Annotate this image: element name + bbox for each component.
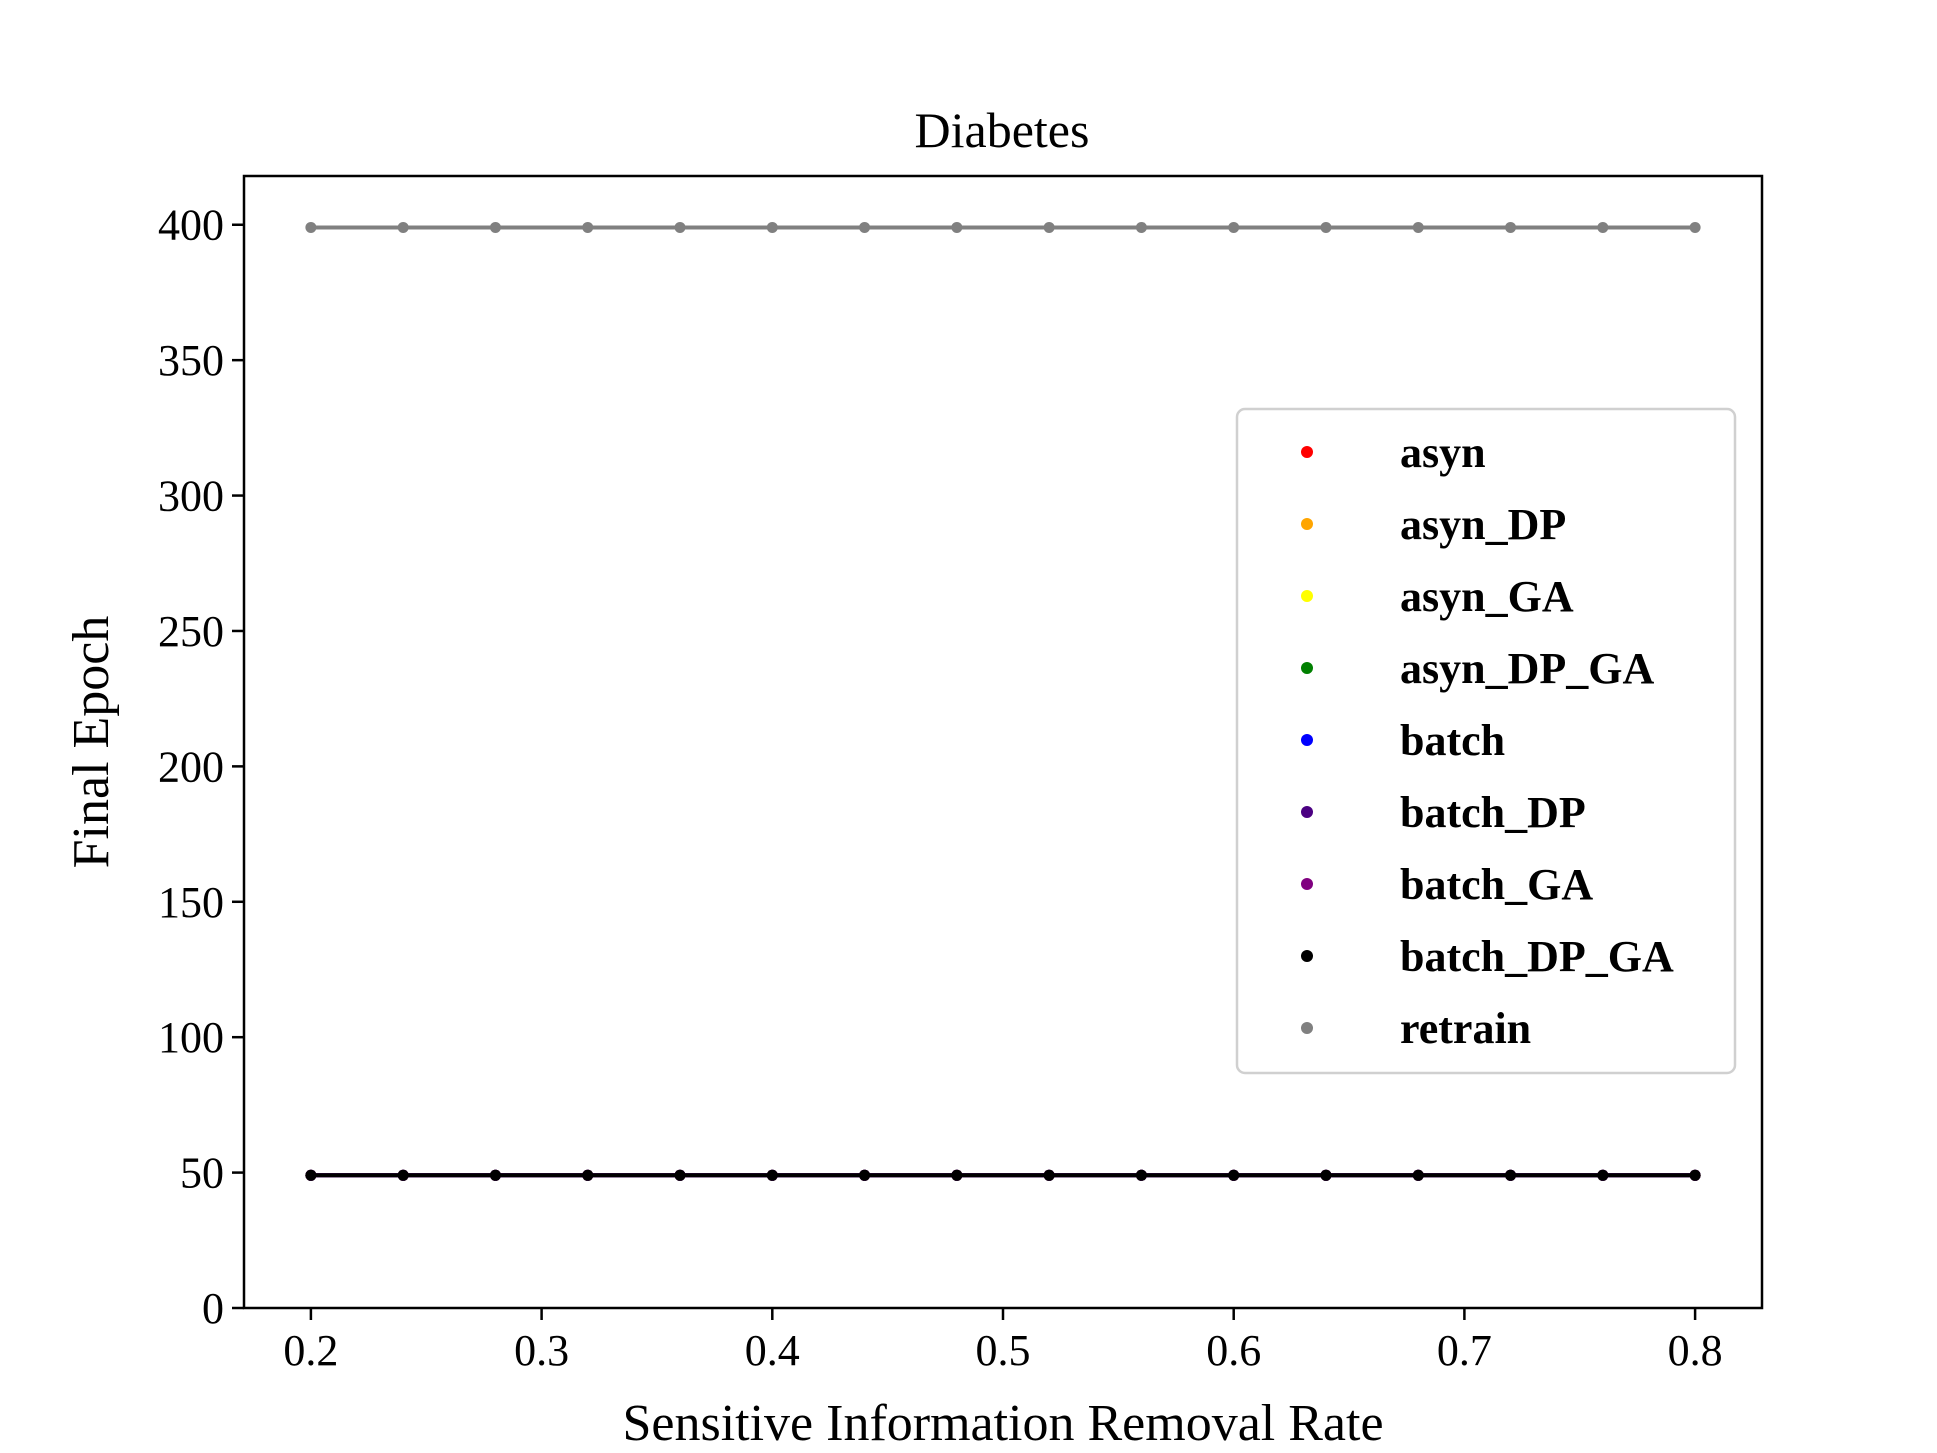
x-tick-label: 0.4 — [745, 1326, 800, 1375]
data-point-retrain — [1135, 221, 1147, 233]
data-point-retrain — [951, 221, 963, 233]
y-tick-label: 200 — [158, 742, 224, 791]
data-point-retrain — [305, 221, 317, 233]
data-point-retrain — [859, 221, 871, 233]
legend-label-batch_GA: batch_GA — [1400, 860, 1593, 909]
y-tick-label: 50 — [180, 1149, 224, 1198]
data-point-retrain — [397, 221, 409, 233]
data-point-batch_DP_GA — [1597, 1169, 1609, 1181]
data-point-batch_DP_GA — [489, 1169, 501, 1181]
legend-marker-batch_GA — [1301, 878, 1313, 890]
data-point-retrain — [1597, 221, 1609, 233]
data-point-retrain — [674, 221, 686, 233]
data-point-retrain — [1043, 221, 1055, 233]
series-layer — [305, 221, 1701, 1181]
x-tick-label: 0.7 — [1437, 1326, 1492, 1375]
data-point-retrain — [489, 221, 501, 233]
y-axis: 0 50 100 150 200 250 300 350 400 — [158, 201, 244, 1333]
y-tick-label: 300 — [158, 472, 224, 521]
data-point-batch_DP_GA — [766, 1169, 778, 1181]
legend-marker-batch — [1301, 734, 1313, 746]
legend-label-asyn: asyn — [1400, 428, 1486, 477]
data-point-batch_DP_GA — [305, 1169, 317, 1181]
legend-label-batch_DP: batch_DP — [1400, 788, 1586, 837]
legend-marker-batch_DP_GA — [1301, 950, 1313, 962]
y-tick-label: 400 — [158, 201, 224, 250]
chart-title: Diabetes — [915, 102, 1090, 158]
data-point-batch_DP_GA — [951, 1169, 963, 1181]
data-point-batch_DP_GA — [674, 1169, 686, 1181]
x-tick-label: 0.6 — [1206, 1326, 1261, 1375]
y-axis-label: Final Epoch — [63, 616, 120, 869]
y-tick-label: 150 — [158, 878, 224, 927]
data-point-retrain — [1689, 221, 1701, 233]
data-point-batch_DP_GA — [1228, 1169, 1240, 1181]
y-tick-label: 250 — [158, 607, 224, 656]
legend-label-retrain: retrain — [1400, 1004, 1531, 1053]
data-point-retrain — [1412, 221, 1424, 233]
data-point-batch_DP_GA — [582, 1169, 594, 1181]
x-tick-label: 0.2 — [283, 1326, 338, 1375]
x-tick-label: 0.5 — [976, 1326, 1031, 1375]
data-point-retrain — [1320, 221, 1332, 233]
data-point-retrain — [582, 221, 594, 233]
legend-label-asyn_GA: asyn_GA — [1400, 572, 1574, 621]
y-tick-label: 0 — [202, 1284, 224, 1333]
legend-label-asyn_DP_GA: asyn_DP_GA — [1400, 644, 1654, 693]
x-axis: 0.2 0.3 0.4 0.5 0.6 0.7 0.8 — [283, 1308, 1723, 1375]
legend-label-asyn_DP: asyn_DP — [1400, 500, 1566, 549]
data-point-batch_DP_GA — [1412, 1169, 1424, 1181]
data-point-retrain — [766, 221, 778, 233]
y-tick-label: 350 — [158, 336, 224, 385]
data-point-batch_DP_GA — [1320, 1169, 1332, 1181]
data-point-batch_DP_GA — [1505, 1169, 1517, 1181]
data-point-batch_DP_GA — [859, 1169, 871, 1181]
legend-marker-asyn_DP — [1301, 518, 1313, 530]
legend-marker-batch_DP — [1301, 806, 1313, 818]
x-tick-label: 0.8 — [1668, 1326, 1723, 1375]
x-tick-label: 0.3 — [514, 1326, 569, 1375]
data-point-retrain — [1228, 221, 1240, 233]
x-axis-label: Sensitive Information Removal Rate — [622, 1395, 1383, 1452]
legend-marker-asyn — [1301, 446, 1313, 458]
legend-label-batch_DP_GA: batch_DP_GA — [1400, 932, 1674, 981]
data-point-batch_DP_GA — [397, 1169, 409, 1181]
data-point-batch_DP_GA — [1689, 1169, 1701, 1181]
legend-label-batch: batch — [1400, 716, 1505, 765]
legend-marker-retrain — [1301, 1022, 1313, 1034]
legend-marker-asyn_GA — [1301, 590, 1313, 602]
data-point-batch_DP_GA — [1043, 1169, 1055, 1181]
data-point-batch_DP_GA — [1135, 1169, 1147, 1181]
data-point-retrain — [1505, 221, 1517, 233]
legend-box — [1235, 407, 1737, 1075]
y-tick-label: 100 — [158, 1013, 224, 1062]
legend-marker-asyn_DP_GA — [1301, 662, 1313, 674]
